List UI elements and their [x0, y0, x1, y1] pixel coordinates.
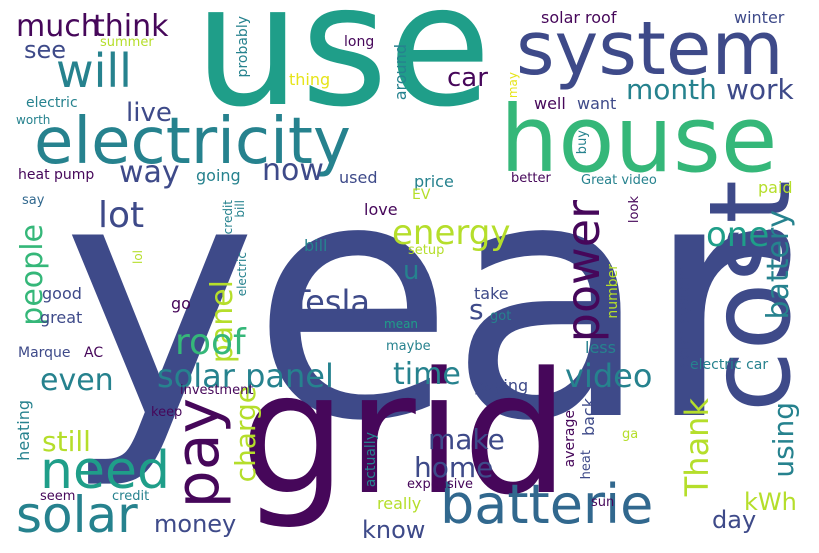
word-back: back — [579, 398, 598, 437]
word-ev: EV — [412, 187, 431, 203]
word-great-video: Great video — [581, 173, 657, 188]
word-great: great — [40, 308, 83, 327]
word-using: using — [767, 402, 800, 478]
word-month: month — [626, 73, 717, 106]
word-paid: paid — [758, 178, 793, 197]
word-lol: lol — [131, 250, 145, 265]
word-ga: ga — [622, 427, 639, 442]
word-use: use — [194, 0, 492, 144]
word-setup: setup — [408, 243, 445, 258]
word-long: long — [344, 34, 375, 50]
word-electric: electric — [26, 95, 78, 111]
word-less: less — [585, 338, 616, 357]
word-energy: energy — [392, 213, 511, 253]
word-home: home — [414, 451, 494, 484]
word-solar-panel: solar panel — [157, 357, 334, 395]
word-see: see — [24, 36, 67, 64]
word-heat: heat — [579, 450, 594, 480]
word-time: time — [393, 357, 461, 392]
word-make: make — [428, 423, 505, 456]
word-going: going — [196, 166, 241, 185]
word-marque: Marque — [18, 345, 71, 361]
word-go: go — [171, 294, 191, 313]
word-even: even — [40, 363, 114, 398]
word-power: power — [556, 200, 610, 343]
word-much: much — [16, 9, 100, 44]
word-around: around — [391, 44, 410, 101]
word-winter: winter — [734, 8, 785, 27]
word-love: love — [364, 200, 398, 219]
word-day: day — [712, 506, 757, 534]
word-investment: investment — [180, 383, 254, 398]
word-thing: thing — [289, 70, 331, 89]
word-thank: Thank — [678, 398, 716, 497]
word-keep: keep — [151, 405, 183, 420]
word-video: video — [565, 357, 653, 395]
word-mean: mean — [384, 317, 419, 331]
word-solar: solar — [16, 486, 138, 544]
word-still: still — [42, 425, 91, 458]
word-really: really — [377, 494, 422, 513]
word-bill: bill — [233, 200, 247, 218]
word-solar-roof: solar roof — [541, 8, 617, 27]
word-batterie: batterie — [440, 473, 654, 536]
word-used: used — [339, 168, 378, 187]
word-need: need — [40, 441, 170, 501]
word-expensive: expensive — [407, 477, 474, 492]
word-better: better — [511, 171, 551, 186]
word-heating: heating — [14, 400, 33, 461]
word-roof: roof — [175, 322, 246, 363]
word-electricity: electricity — [34, 105, 351, 179]
word-now: now — [262, 153, 324, 188]
word-want: want — [577, 94, 617, 113]
word-way: way — [119, 155, 180, 190]
word-actually: actually — [363, 432, 379, 488]
word-number: number — [605, 264, 621, 319]
word-work: work — [726, 73, 794, 106]
word-summer: summer — [100, 35, 154, 50]
word-will: will — [56, 44, 132, 98]
word-battery: battery — [761, 210, 796, 320]
word-know: know — [362, 516, 426, 544]
word-sun: sun — [591, 495, 615, 510]
word-year: year — [62, 109, 780, 493]
word-good: good — [42, 284, 82, 303]
word-kwh: kWh — [744, 488, 797, 516]
word-house: house — [500, 86, 778, 193]
word-grid: grid — [240, 336, 570, 532]
word-paying: paying — [474, 376, 529, 395]
word-ac: AC — [84, 345, 104, 361]
word-think: think — [93, 9, 169, 44]
word-tesla: Tesla — [291, 283, 370, 321]
word-one: one — [706, 215, 770, 255]
word-car: car — [447, 63, 488, 93]
word-live: live — [126, 98, 172, 128]
word-heat-pump: heat pump — [18, 167, 95, 183]
word-got: got — [490, 309, 512, 324]
word-maybe: maybe — [386, 339, 431, 354]
word-solar-system: solar system — [674, 266, 693, 368]
word-system: system — [516, 6, 784, 92]
word-charge: charge — [229, 386, 262, 483]
word-price: price — [414, 172, 454, 191]
word-may: may — [506, 72, 520, 99]
word-worth: worth — [16, 113, 51, 127]
word-money: money — [154, 510, 237, 538]
word-lot: lot — [98, 195, 145, 236]
word-electric-2: electric — [235, 252, 249, 297]
word-take: take — [474, 284, 509, 303]
word-u: u — [403, 256, 420, 286]
word-electric-car: electric car — [690, 357, 769, 373]
word-probably: probably — [235, 16, 251, 78]
word-buy: buy — [575, 130, 590, 155]
word-average: average — [562, 410, 578, 468]
word-well: well — [534, 94, 566, 113]
word-credit-2: credit — [112, 489, 150, 504]
word-seem: seem — [40, 489, 76, 504]
word-look: look — [627, 196, 642, 224]
word-s: s — [469, 293, 484, 326]
word-say: say — [22, 193, 45, 208]
word-bill-2: bill — [304, 236, 328, 255]
